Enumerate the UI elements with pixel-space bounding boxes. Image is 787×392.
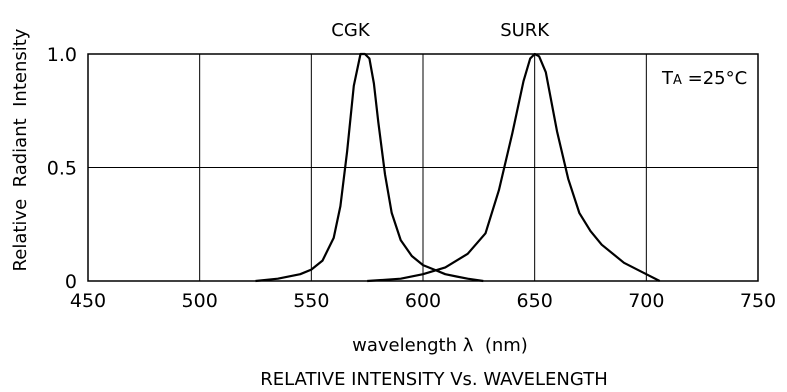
x-tick-labels: 450 500 550 600 650 700 750 (70, 290, 776, 312)
temperature-annotation: TA =25°C (661, 68, 747, 89)
annotation-sub: A (673, 73, 682, 88)
x-tick-label: 700 (628, 290, 664, 312)
x-tick-label: 650 (517, 290, 553, 312)
x-axis-label: wavelength λ (nm) (352, 335, 528, 356)
x-tick-label: 600 (405, 290, 441, 312)
y-tick-label: 0.5 (47, 158, 77, 180)
x-tick-label: 500 (182, 290, 218, 312)
y-tick-label: 0 (65, 271, 77, 293)
grid (88, 54, 758, 281)
peak-label-surk: SURK (500, 20, 550, 41)
y-axis-label: Relative Radiant Intensity (10, 28, 31, 271)
chart-title: RELATIVE INTENSITY Vs. WAVELENGTH (260, 369, 608, 390)
series-group (255, 52, 661, 283)
x-tick-label: 550 (293, 290, 329, 312)
annotation-rest: =25°C (682, 68, 747, 89)
x-tick-label: 450 (70, 290, 106, 312)
series-line-surk (367, 52, 661, 283)
y-tick-labels: 0 0.5 1.0 (47, 44, 77, 293)
y-tick-label: 1.0 (47, 44, 77, 66)
peak-labels: CGK SURK (331, 20, 550, 41)
peak-label-cgk: CGK (331, 20, 371, 41)
annotation-main: T (661, 68, 674, 89)
x-tick-label: 750 (740, 290, 776, 312)
